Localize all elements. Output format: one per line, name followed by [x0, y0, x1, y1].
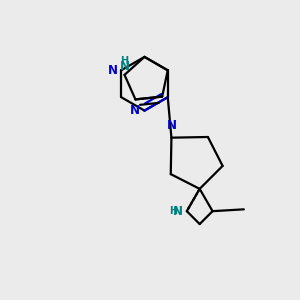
Text: N: N [173, 205, 183, 218]
Text: N: N [108, 64, 118, 77]
Text: N: N [130, 104, 140, 117]
Text: H: H [169, 206, 178, 216]
Text: N: N [119, 60, 130, 73]
Text: N: N [167, 119, 176, 132]
Text: H: H [120, 56, 129, 66]
